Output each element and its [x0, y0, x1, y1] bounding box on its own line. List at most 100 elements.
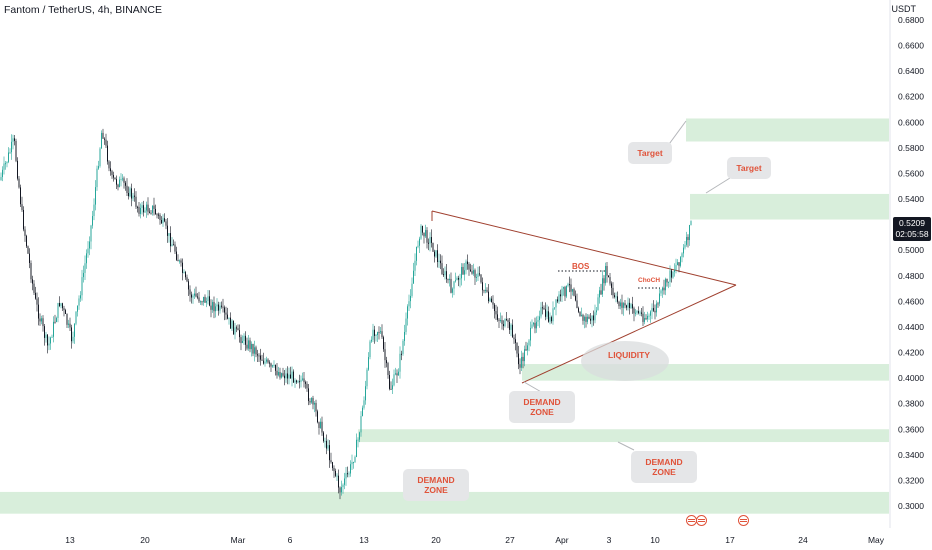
y-tick-label: 0.5800 — [898, 143, 924, 153]
y-tick-label: 0.3800 — [898, 399, 924, 409]
candle-body — [281, 373, 282, 378]
candle-body — [177, 259, 179, 262]
candle-body — [554, 307, 555, 309]
candle-body — [522, 356, 524, 362]
target-callout-upper[interactable]: Target — [628, 142, 672, 164]
candle-body — [264, 361, 266, 364]
candle-body — [96, 168, 98, 188]
candle-body — [48, 343, 50, 346]
candle-body — [480, 274, 482, 283]
candle-body — [588, 316, 590, 319]
candle-body — [81, 277, 83, 296]
candle-body — [174, 244, 176, 252]
candle-body — [2, 169, 3, 178]
candle-body — [483, 290, 485, 292]
target-callout-lower[interactable]: Target — [727, 157, 771, 179]
candle-body — [627, 302, 629, 308]
candle-body — [521, 356, 522, 368]
candle-body — [678, 262, 680, 266]
candle-body — [225, 312, 227, 315]
candle-body — [95, 187, 96, 205]
candle-body — [591, 315, 593, 321]
candle-body — [23, 209, 24, 230]
candle-body — [276, 370, 278, 376]
y-tick-label: 0.4600 — [898, 296, 924, 306]
demand-zone-callout-2[interactable]: DEMAND ZONE — [631, 451, 697, 483]
candle-body — [341, 487, 342, 493]
candle-body — [290, 374, 291, 379]
candle-body — [336, 475, 338, 477]
x-tick-label: Apr — [555, 535, 568, 545]
candle-body — [635, 312, 636, 314]
candle-body — [329, 445, 330, 461]
candle-body — [147, 204, 149, 212]
candle-body — [660, 290, 662, 294]
candle-body — [107, 145, 108, 162]
candle-body — [633, 308, 635, 314]
candle-body — [500, 320, 501, 322]
candle-body — [345, 473, 347, 479]
candle-body — [300, 379, 302, 383]
candle-body — [681, 253, 683, 258]
candle-body — [569, 284, 570, 286]
candle-body — [339, 487, 341, 493]
candle-body — [186, 277, 188, 282]
candle-body — [626, 305, 627, 308]
candle-body — [551, 317, 552, 322]
event-flag-icon[interactable] — [738, 515, 749, 526]
candle-body — [243, 335, 245, 341]
candle-body — [680, 257, 681, 266]
triangle-lower-line — [521, 284, 737, 384]
candle-body — [215, 306, 216, 312]
candle-body — [149, 211, 150, 213]
candle-body — [168, 233, 170, 236]
candle-body — [549, 317, 551, 322]
event-flag-icon[interactable] — [696, 515, 707, 526]
candle-body — [593, 315, 594, 321]
candle-body — [486, 289, 488, 292]
candle-body — [602, 278, 603, 295]
candle-body — [527, 345, 528, 351]
candle-body — [38, 304, 39, 319]
demand-zone-callout-3[interactable]: DEMAND ZONE — [403, 469, 469, 501]
candle-body — [479, 273, 480, 275]
candle-body — [476, 277, 477, 279]
candle-body — [258, 355, 260, 357]
candle-body — [531, 324, 533, 328]
candle-body — [572, 289, 573, 292]
candle-body — [375, 334, 377, 336]
candle-body — [570, 284, 572, 292]
candle-body — [20, 187, 21, 205]
candle-body — [234, 327, 236, 335]
candle-body — [189, 289, 191, 295]
x-tick-label: May — [868, 535, 885, 545]
candle-body — [465, 261, 467, 271]
candle-body — [447, 279, 449, 281]
candle-body — [636, 311, 638, 313]
candle-body — [687, 236, 689, 241]
candle-body — [24, 229, 26, 236]
x-tick-label: Mar — [231, 535, 246, 545]
candle-body — [386, 360, 387, 364]
candle-body — [690, 221, 692, 226]
candle-body — [647, 315, 648, 320]
demand-zone-callout-1[interactable]: DEMAND ZONE — [509, 391, 575, 423]
candle-body — [123, 178, 125, 183]
candle-body — [495, 311, 497, 315]
candle-body — [6, 161, 8, 164]
candle-body — [363, 400, 365, 408]
candle-body — [446, 271, 447, 280]
candle-body — [437, 250, 438, 262]
candle-body — [534, 322, 536, 329]
candle-body — [179, 260, 180, 262]
candle-body — [354, 456, 356, 463]
candle-body — [224, 307, 225, 313]
candle-body — [101, 132, 102, 149]
candle-body — [545, 309, 546, 317]
candle-body — [410, 295, 411, 302]
candle-body — [353, 462, 354, 464]
candle-body — [665, 278, 666, 291]
candle-body — [312, 398, 314, 405]
candle-body — [533, 322, 534, 325]
